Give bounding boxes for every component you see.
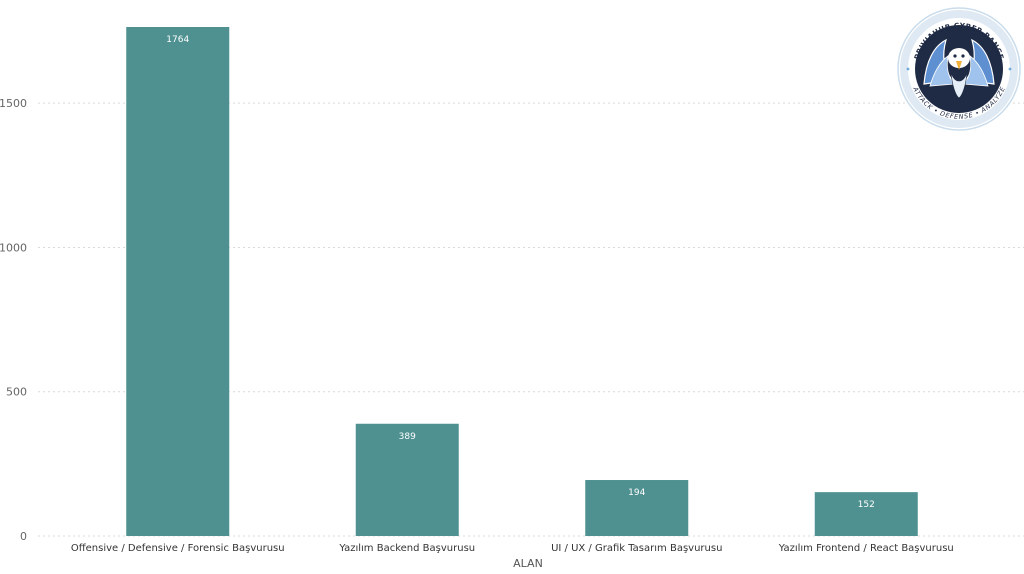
- bar-value-label: 1764: [166, 35, 189, 45]
- x-category-label: Yazılım Frontend / React Başvurusu: [778, 543, 954, 554]
- y-tick-label: 0: [20, 530, 27, 543]
- x-axis-categories: Offensive / Defensive / Forensic Başvuru…: [71, 543, 954, 554]
- x-category-label: UI / UX / Grafik Tasarım Başvurusu: [551, 543, 722, 554]
- bars: [126, 27, 918, 536]
- x-category-label: Offensive / Defensive / Forensic Başvuru…: [71, 543, 285, 554]
- x-axis-title: ALAN: [513, 557, 543, 570]
- priviahub-logo: PRIVIAHUB CYBER RANGE ATTACK • DEFENSE •…: [897, 7, 1021, 131]
- bar-value-label: 389: [399, 432, 416, 442]
- x-category-label: Yazılım Backend Başvurusu: [338, 543, 475, 554]
- y-axis-ticks: 0 500 1000 1500: [0, 97, 27, 543]
- y-tick-label: 500: [6, 386, 27, 399]
- logo-text-ring: [900, 10, 1018, 128]
- bar[interactable]: [126, 27, 230, 536]
- data-labels: 1764 389 194 152: [166, 35, 875, 510]
- y-tick-label: 1500: [0, 97, 27, 110]
- bar-value-label: 152: [858, 500, 875, 510]
- bar[interactable]: [585, 480, 689, 536]
- bar[interactable]: [814, 492, 918, 536]
- eagle-icon: [923, 38, 995, 99]
- y-tick-label: 1000: [0, 241, 27, 254]
- bar[interactable]: [355, 423, 459, 536]
- bar-value-label: 194: [628, 488, 645, 498]
